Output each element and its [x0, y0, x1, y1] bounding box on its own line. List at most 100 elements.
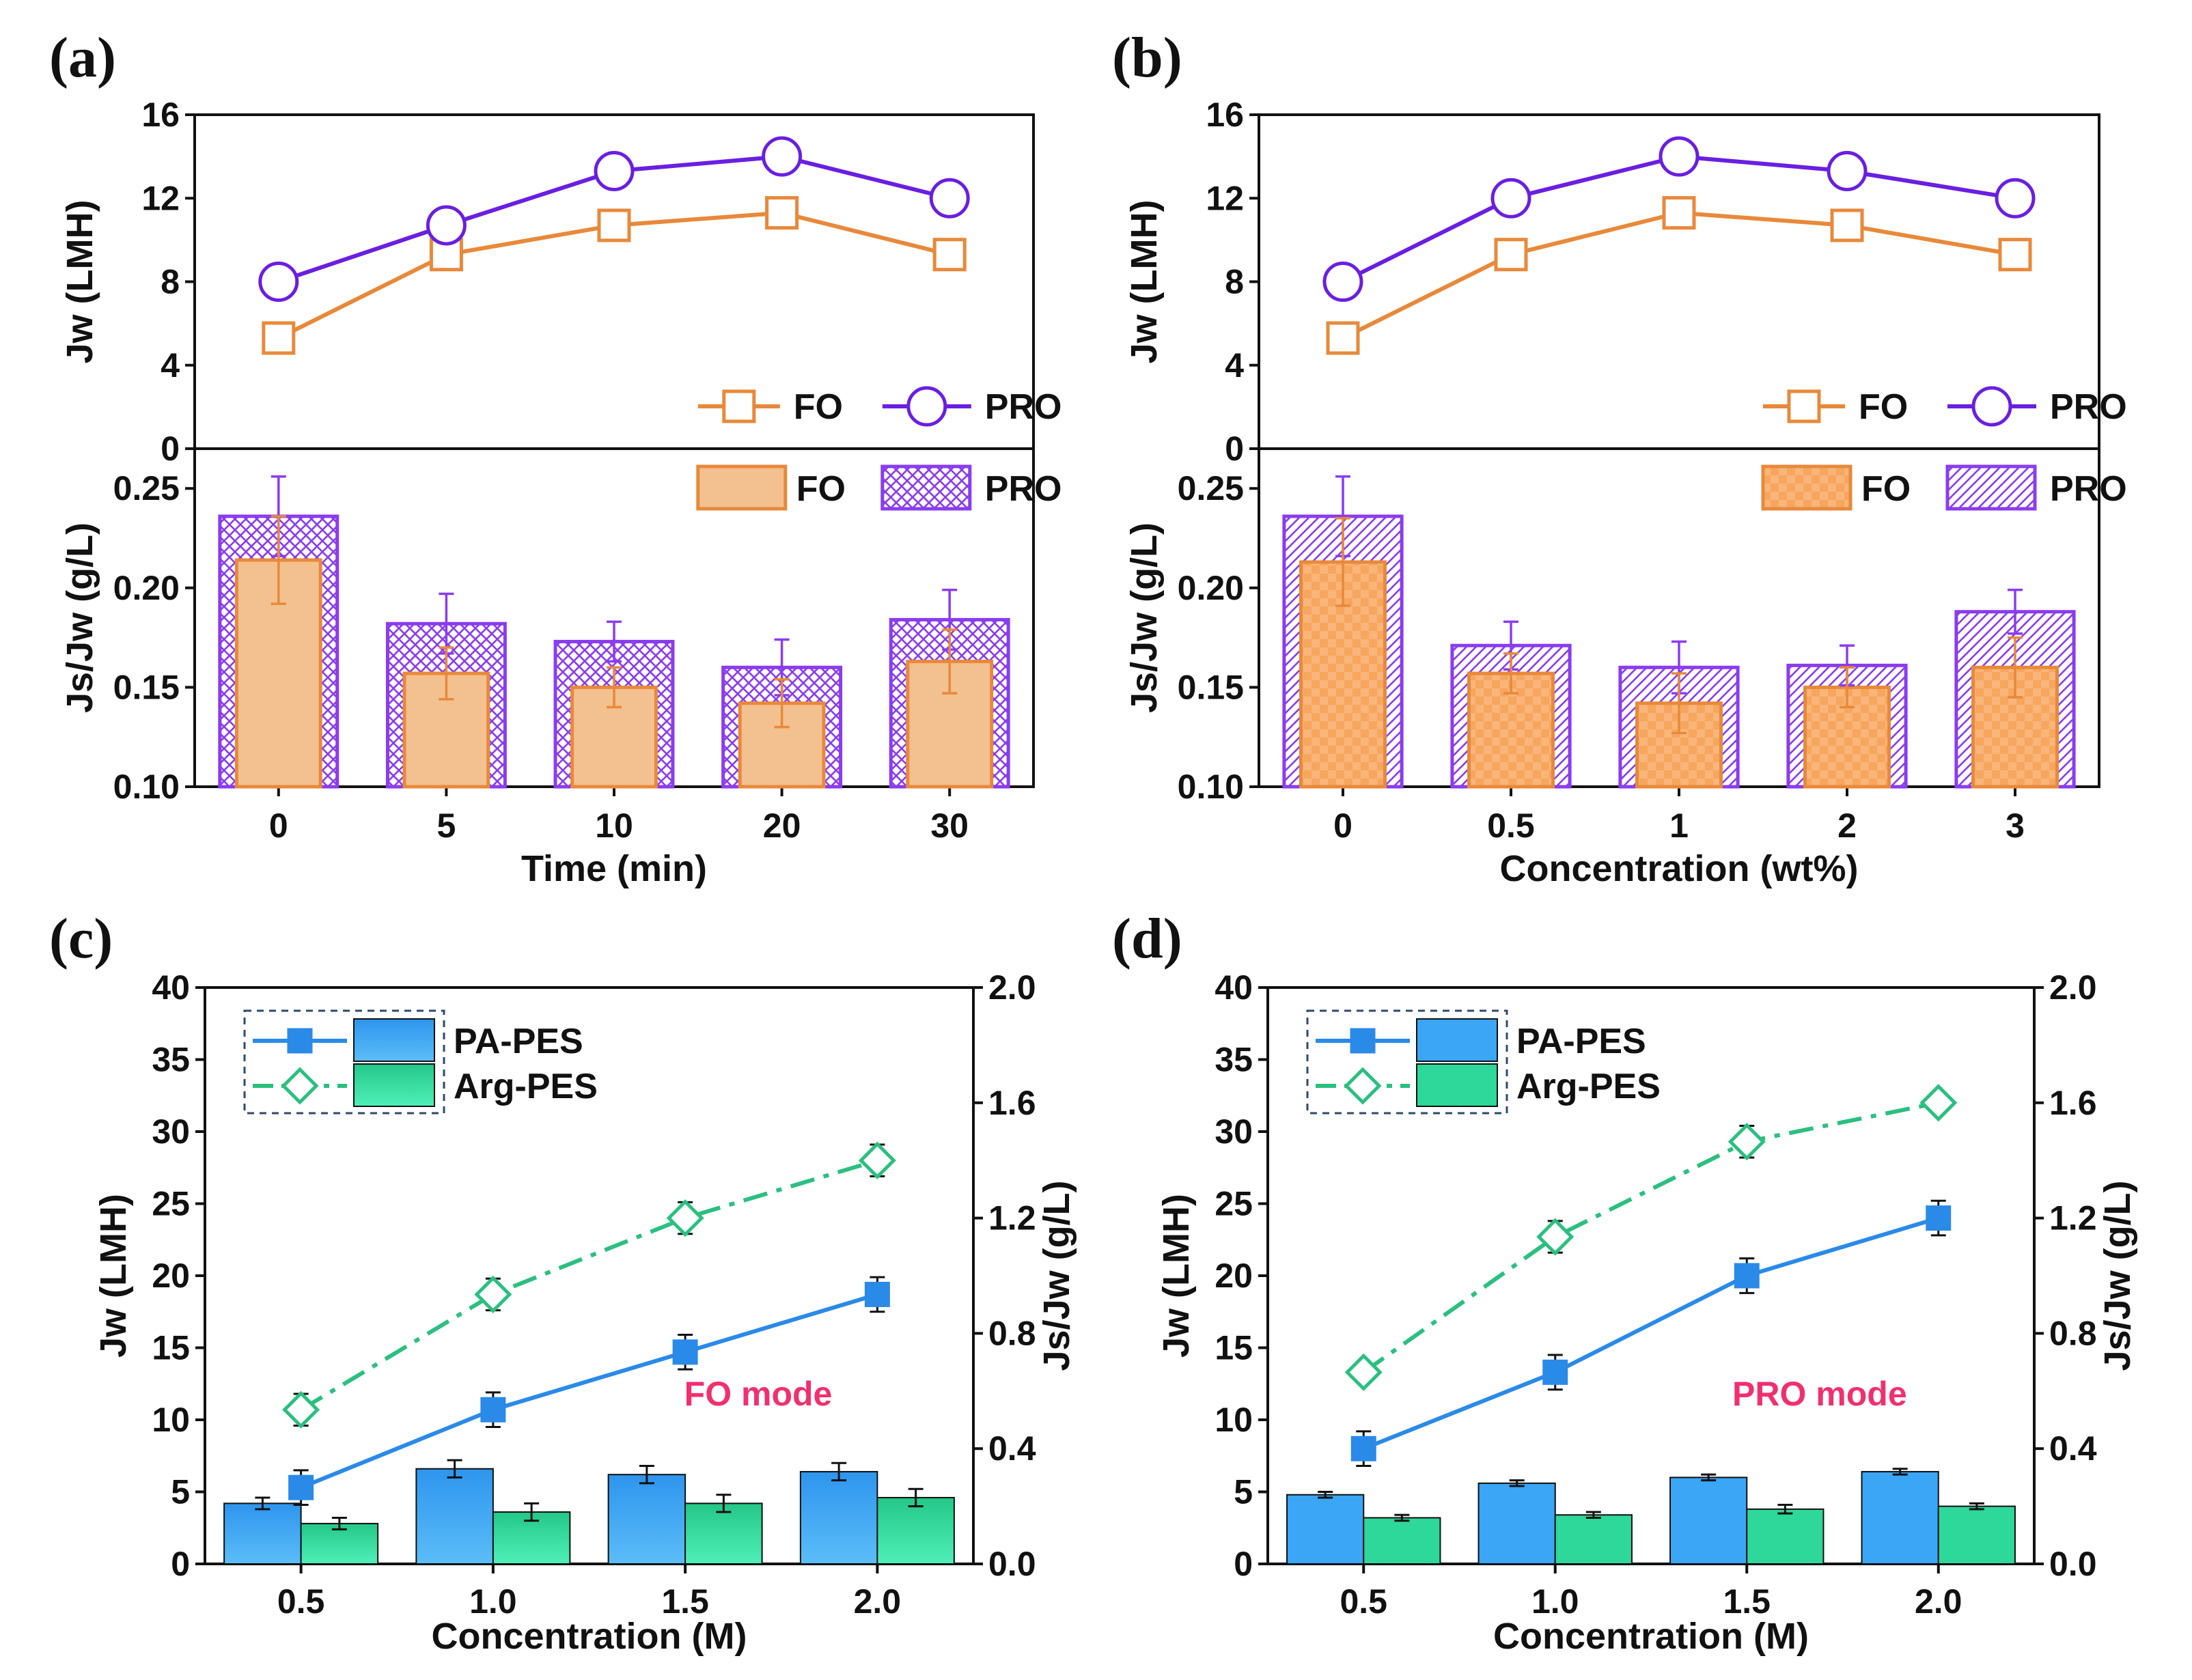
top-y-tick-label: 4 [161, 346, 180, 384]
top-y-tick-label: 0 [161, 430, 180, 468]
fo-point [1662, 196, 1696, 230]
legend-pro-bar-label: PRO [985, 469, 1062, 509]
left-y-tick-label: 30 [152, 1112, 190, 1151]
pa-pes-bar [1861, 1470, 1939, 1565]
top-y-tick-label: 16 [141, 96, 180, 134]
x-tick-label: 1.0 [469, 1582, 517, 1621]
arg-pes-point [282, 1390, 320, 1429]
x-axis-title: Concentration (M) [1493, 1616, 1809, 1657]
left-y-tick-label: 40 [152, 968, 190, 1007]
x-axis-title: Time (min) [521, 848, 707, 889]
left-y-axis-title: Jw (LMH) [93, 1194, 134, 1358]
legend-arg-pes-marker [281, 1067, 319, 1105]
legend-arg-pes-marker [1344, 1067, 1382, 1105]
pa-pes-point [1734, 1263, 1760, 1289]
x-tick-label: 2.0 [1915, 1582, 1962, 1621]
left-y-tick-label: 15 [152, 1329, 190, 1367]
legend-pa-pes-label: PA-PES [1516, 1022, 1646, 1061]
arg-pes-series-line [1362, 1100, 1939, 1374]
legend-fo-label: FO [794, 387, 843, 427]
right-y-tick-label: 0.0 [988, 1545, 1036, 1583]
bottom-y-tick-label: 0.10 [1178, 768, 1244, 806]
arg-pes-bar [876, 1496, 955, 1565]
arg-pes-point [1919, 1084, 1958, 1122]
pa-pes-bar [1286, 1494, 1365, 1565]
arg-pes-bar [1363, 1517, 1441, 1565]
fo-point [1998, 238, 2032, 272]
pa-pes-bar [415, 1468, 494, 1565]
legend-fo-swatch [1761, 464, 1853, 511]
bottom-y-tick-label: 0.25 [113, 469, 180, 507]
left-y-tick-label: 20 [152, 1257, 190, 1295]
left-y-tick-label: 5 [171, 1473, 190, 1511]
right-y-tick-label: 0.8 [2049, 1314, 2097, 1352]
legend-fo-marker [1787, 389, 1821, 423]
top-y-tick-label: 4 [1225, 346, 1244, 384]
legend-arg-pes-swatch [353, 1063, 435, 1107]
fo-point [1326, 321, 1360, 355]
top-y-axis-title: Jw (LMH) [1124, 200, 1165, 364]
bottom-y-tick-label: 0.10 [113, 768, 180, 806]
left-y-tick-label: 35 [1215, 1041, 1253, 1079]
legend-fo-bar-label: FO [796, 469, 846, 509]
fo-bar [1971, 665, 2059, 789]
legend-arg-pes-label: Arg-PES [1516, 1067, 1661, 1106]
right-y-tick-label: 0.0 [2049, 1545, 2097, 1583]
x-tick-label: 0.5 [1340, 1582, 1387, 1621]
x-axis-title: Concentration (M) [432, 1616, 747, 1657]
legend-pro-label: PRO [2050, 387, 2127, 427]
pro-point [762, 136, 803, 177]
legend-fo-bar-label: FO [1861, 469, 1911, 509]
pa-pes-series-line [300, 1292, 878, 1489]
pro-point [594, 151, 635, 192]
pa-pes-point [672, 1339, 698, 1365]
mode-label: PRO mode [1732, 1375, 1907, 1413]
legend-arg-pes-label: Arg-PES [454, 1067, 598, 1106]
left-y-tick-label: 35 [152, 1041, 190, 1079]
arg-pes-point [474, 1275, 512, 1313]
fo-point [1830, 208, 1864, 242]
legend-pro-bar-label: PRO [2050, 469, 2127, 509]
arg-pes-point [1536, 1218, 1574, 1256]
x-tick-label: 1 [1669, 807, 1689, 845]
arg-pes-bar [300, 1522, 379, 1565]
x-tick-label: 2 [1837, 807, 1857, 845]
arg-pes-point [1728, 1123, 1766, 1161]
fo-point [932, 238, 967, 272]
pa-pes-bar [799, 1470, 878, 1565]
right-y-tick-label: 0.4 [2049, 1429, 2097, 1468]
top-y-tick-label: 16 [1206, 96, 1244, 134]
pro-point [1490, 178, 1531, 219]
right-y-axis-title: Js/Jw (g/L) [2097, 1180, 2138, 1371]
pa-pes-point [864, 1281, 890, 1307]
x-tick-label: 0.5 [1487, 807, 1535, 845]
left-y-tick-label: 20 [1215, 1257, 1253, 1295]
arg-pes-bar [684, 1502, 763, 1565]
legend-pa-pes-swatch [353, 1018, 435, 1062]
legend-pro-swatch [880, 464, 972, 511]
left-y-tick-label: 10 [1215, 1401, 1253, 1439]
left-y-tick-label: 25 [152, 1185, 190, 1223]
pa-pes-point [1350, 1436, 1376, 1461]
arg-pes-point [858, 1141, 896, 1179]
left-y-tick-label: 30 [1215, 1112, 1253, 1151]
x-tick-label: 5 [436, 807, 456, 845]
top-y-tick-label: 12 [141, 179, 180, 217]
x-tick-label: 1.0 [1531, 1582, 1579, 1621]
fo-point [765, 196, 799, 230]
arg-pes-bar [1554, 1514, 1633, 1565]
pro-point [1322, 262, 1363, 302]
right-y-tick-label: 1.2 [988, 1199, 1036, 1237]
pro-point [258, 262, 299, 302]
legend-fo-swatch [696, 464, 788, 511]
legend-pro-marker [906, 386, 947, 427]
x-tick-label: 3 [2006, 807, 2025, 845]
arg-pes-bar [1746, 1508, 1825, 1565]
right-y-axis-title: Js/Jw (g/L) [1036, 1180, 1077, 1371]
arg-pes-point [1344, 1353, 1383, 1391]
legend-box [1306, 1009, 1508, 1115]
right-y-tick-label: 0.8 [988, 1314, 1036, 1352]
